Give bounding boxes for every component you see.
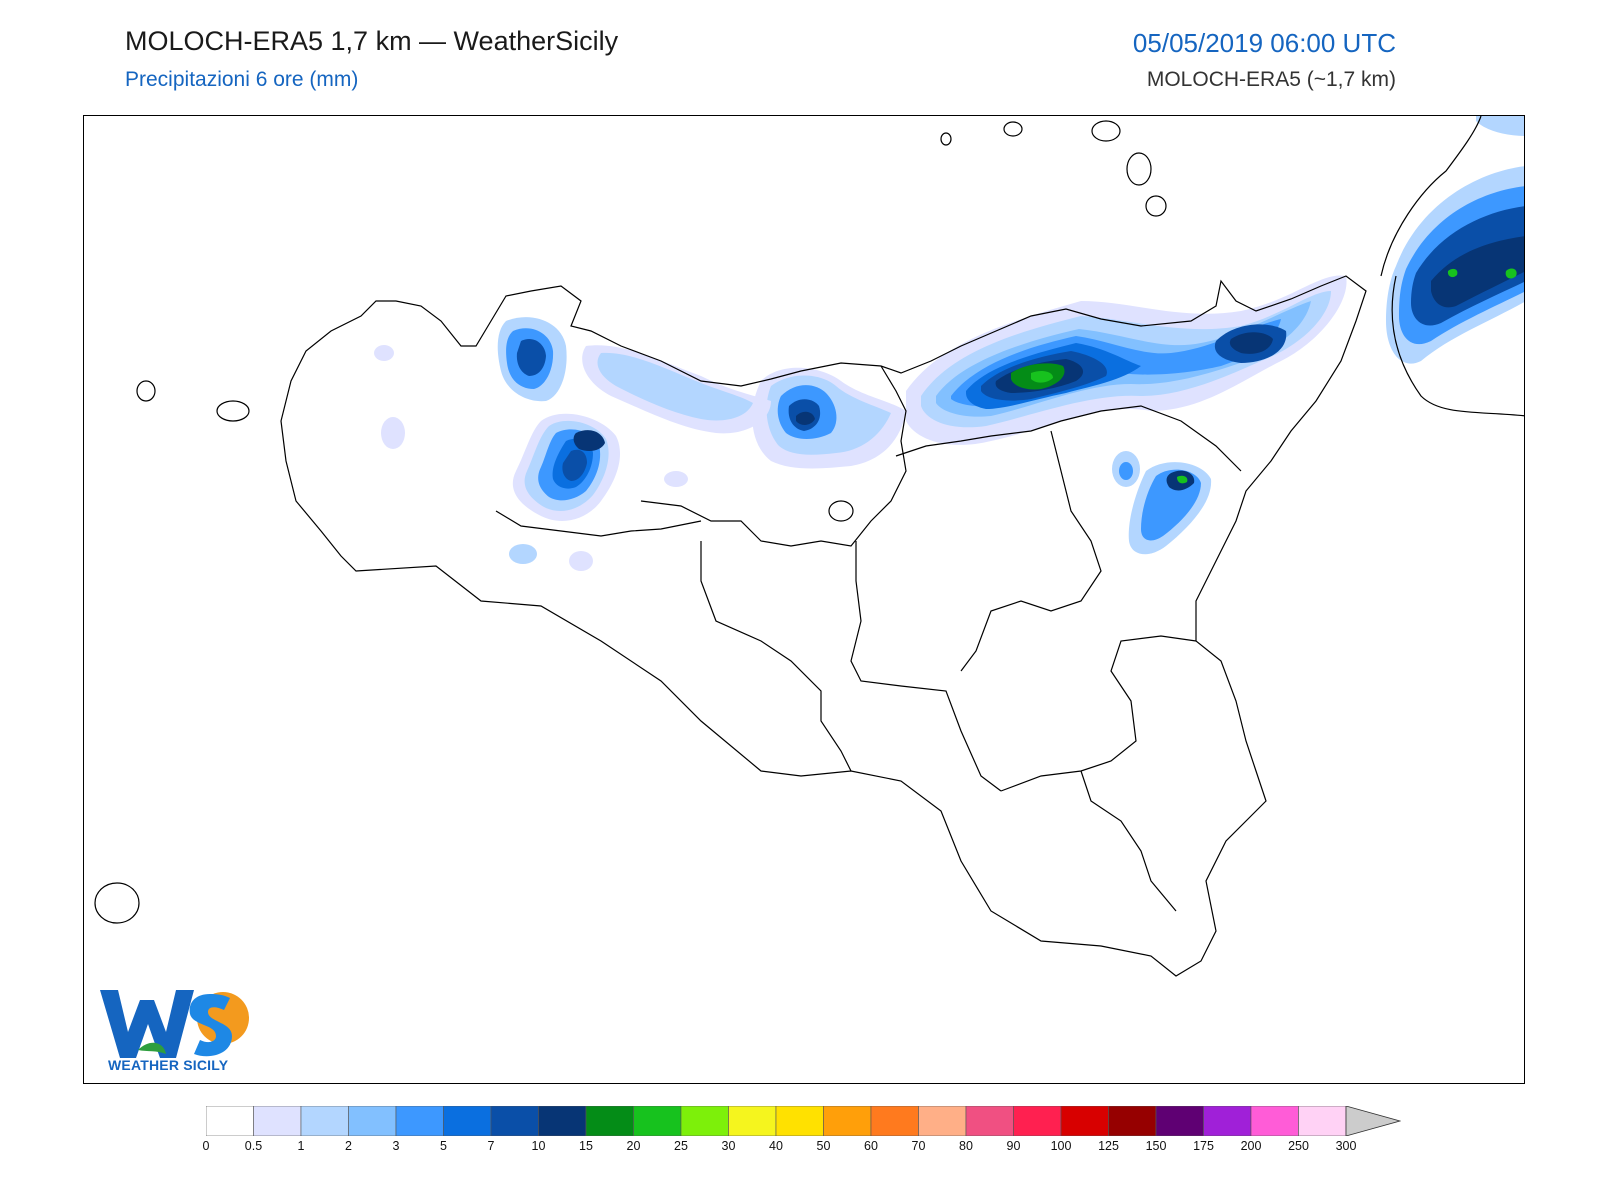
colorbar-tick-label: 60 [864,1139,878,1153]
coastlines [94,116,1524,977]
colorbar-segment [918,1106,967,1136]
map-subtitle: Precipitazioni 6 ore (mm) [125,68,359,91]
colorbar-segment [1108,1106,1157,1136]
colorbar-segment [680,1106,729,1136]
colorbar-ticks: 0 0.5 1 2 3 5 7 10 15 20 25 30 40 50 60 70 80 90 100 125 150… [202,1139,1401,1157]
colorbar-segment [1155,1106,1204,1136]
colorbar-tick-label: 50 [816,1139,831,1153]
colorbar-segment [490,1106,539,1136]
colorbar-tick-label: 25 [674,1139,688,1153]
colorbar-segment [348,1106,397,1136]
colorbar-segment [633,1106,682,1136]
colorbar-tick-label: 125 [1098,1139,1119,1153]
colorbar-segment [1013,1106,1062,1136]
precipitation-colorbar [206,1106,1401,1136]
colorbar-tick-label: 5 [440,1139,447,1153]
weathersicily-logo [100,990,249,1058]
colorbar-tick-label: 0.5 [244,1139,263,1153]
colorbar-segment [870,1106,919,1136]
colorbar-segment [300,1106,349,1136]
colorbar-tick-label: 70 [911,1139,926,1153]
colorbar-segment [965,1106,1014,1136]
colorbar-segment [1203,1106,1252,1136]
colorbar-segment [728,1106,777,1136]
colorbar-tick-label: 250 [1288,1139,1309,1153]
colorbar-tick-label: 30 [721,1139,736,1153]
colorbar-tick-label: 15 [579,1139,593,1153]
colorbar-segment [206,1106,254,1136]
colorbar-segment [538,1106,587,1136]
sicily-precipitation-map [94,116,1524,977]
logo-text: WEATHER SICILY [108,1057,229,1073]
colorbar-tick-label: 2 [345,1139,352,1153]
colorbar-tick-label: 90 [1006,1139,1021,1153]
forecast-datetime: 05/05/2019 06:00 UTC [1132,28,1396,58]
colorbar-tick-label: 80 [959,1139,973,1153]
colorbar-tick-label: 10 [531,1139,546,1153]
colorbar-tick-label: 200 [1240,1139,1262,1153]
colorbar-segment [395,1106,444,1136]
colorbar-tick-label: 20 [626,1139,641,1153]
colorbar-tick-label: 1 [297,1139,305,1153]
colorbar-segment [775,1106,824,1136]
colorbar-segment [443,1106,492,1136]
model-label: MOLOCH-ERA5 (~1,7 km) [1146,68,1396,91]
colorbar-tick-label: 3 [392,1139,400,1153]
map-panel [83,115,1525,1084]
map-title: MOLOCH-ERA5 1,7 km — WeatherSicily [125,26,619,56]
colorbar-segment [1060,1106,1109,1136]
colorbar-tick-label: 100 [1050,1139,1072,1153]
colorbar-tick-label: 0 [202,1139,210,1153]
colorbar-extend-arrow [1345,1106,1401,1136]
precipitation-field [374,116,1524,571]
colorbar-segment [823,1106,872,1136]
colorbar-segment [1250,1106,1299,1136]
colorbar-segment [1298,1106,1347,1136]
colorbar-segment [253,1106,302,1136]
colorbar-segment [585,1106,634,1136]
colorbar-tick-label: 7 [487,1139,495,1153]
colorbar-tick-label: 300 [1335,1139,1357,1153]
colorbar-tick-label: 175 [1193,1139,1214,1153]
colorbar-tick-label: 150 [1145,1139,1167,1153]
colorbar-tick-label: 40 [769,1139,783,1153]
